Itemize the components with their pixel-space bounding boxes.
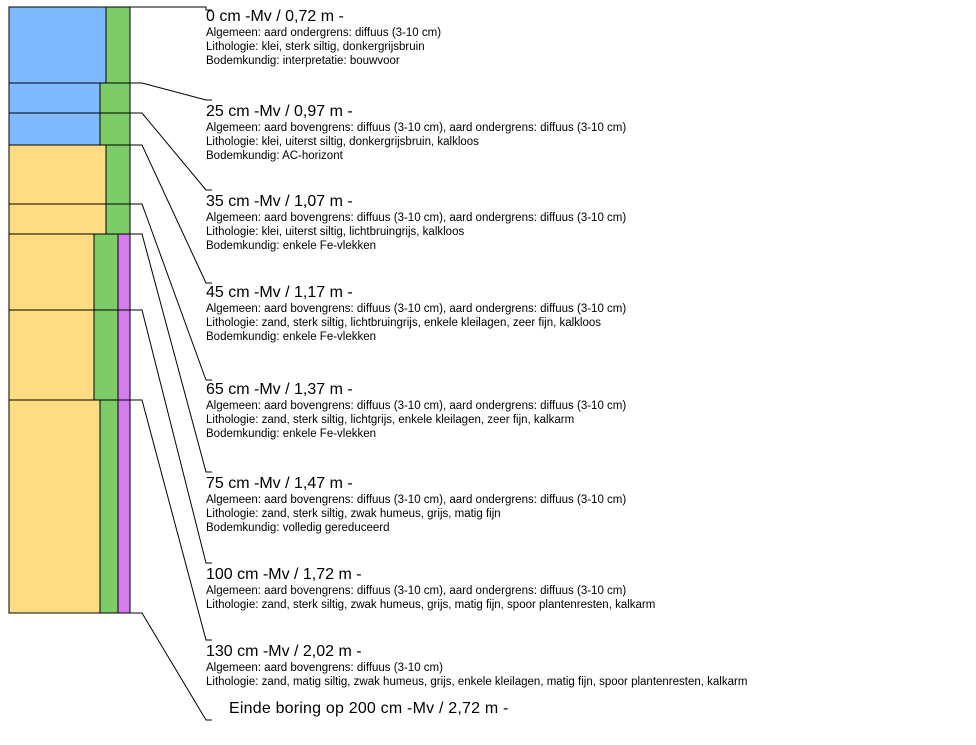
layer-7-green-band [93,309,119,401]
layer-5-lithology-fill [8,203,107,235]
layer-depth-title: 75 cm -Mv / 1,47 m - [206,475,353,492]
layer-1-green-band [105,6,131,84]
layer-description-7: 100 cm -Mv / 1,72 m - Algemeen: aard bov… [206,566,976,612]
layer-description-8: 130 cm -Mv / 2,02 m - Algemeen: aard bov… [206,643,976,689]
leader-line-3 [130,112,212,191]
layer-bodemkundig: Bodemkundig: interpretatie: bouwvoor [206,55,400,67]
layer-bodemkundig: Bodemkundig: volledig gereduceerd [206,522,390,534]
leader-line-2 [130,82,212,101]
layer-8-pink-band [117,399,131,614]
layer-description-2: 25 cm -Mv / 0,97 m - Algemeen: aard bove… [206,103,976,163]
layer-8-lithology-fill [8,399,101,614]
leader-line-8 [130,399,212,641]
layer-bodemkundig: Bodemkundig: enkele Fe-vlekken [206,428,377,440]
layer-7-lithology-fill [8,309,95,401]
layer-lithologie: Lithologie: zand, sterk siltig, lichtgri… [206,414,575,426]
layer-lithologie: Lithologie: klei, sterk siltig, donkergr… [206,41,425,53]
leader-line-5 [130,203,212,381]
layer-algemeen: Algemeen: aard bovengrens: diffuus (3-10… [206,212,627,224]
layer-depth-title: 25 cm -Mv / 0,97 m - [206,103,353,120]
layer-depth-title: 35 cm -Mv / 1,07 m - [206,193,353,210]
layer-algemeen: Algemeen: aard bovengrens: diffuus (3-10… [206,494,627,506]
layer-lithologie: Lithologie: zand, matig siltig, zwak hum… [206,676,748,688]
layer-depth-title: 100 cm -Mv / 1,72 m - [206,566,362,583]
layer-description-3: 35 cm -Mv / 1,07 m - Algemeen: aard bove… [206,193,976,253]
layer-description-6: 75 cm -Mv / 1,47 m - Algemeen: aard bove… [206,475,976,535]
layer-algemeen: Algemeen: aard bovengrens: diffuus (3-10… [206,585,627,597]
leader-line-4 [130,144,212,284]
layer-2-lithology-fill [8,82,101,114]
layer-bodemkundig: Bodemkundig: enkele Fe-vlekken [206,331,377,343]
layer-bodemkundig: Bodemkundig: enkele Fe-vlekken [206,240,377,252]
layer-4-green-band [105,144,131,205]
layer-3-green-band [99,112,131,146]
layer-6-green-band [93,233,119,311]
layer-6-lithology-fill [8,233,95,311]
layer-algemeen: Algemeen: aard bovengrens: diffuus (3-10… [206,400,627,412]
layer-description-4: 45 cm -Mv / 1,17 m - Algemeen: aard bove… [206,284,976,344]
end-of-boring-label: Einde boring op 200 cm -Mv / 2,72 m - [229,700,509,717]
layer-8-green-band [99,399,119,614]
leader-line-1 [130,6,212,11]
layer-algemeen: Algemeen: aard bovengrens: diffuus (3-10… [206,122,627,134]
leader-line-6 [130,233,212,473]
leader-line-7 [130,309,212,564]
layer-depth-title: 0 cm -Mv / 0,72 m - [206,8,344,25]
layer-description-5: 65 cm -Mv / 1,37 m - Algemeen: aard bove… [206,381,976,441]
layer-4-lithology-fill [8,144,107,205]
layer-2-green-band [99,82,131,114]
layer-algemeen: Algemeen: aard bovengrens: diffuus (3-10… [206,303,627,315]
layer-depth-title: 65 cm -Mv / 1,37 m - [206,381,353,398]
layer-3-lithology-fill [8,112,101,146]
layer-lithologie: Lithologie: zand, sterk siltig, zwak hum… [206,508,501,520]
leader-line-end [130,612,212,721]
layer-bodemkundig: Bodemkundig: AC-horizont [206,150,343,162]
layer-algemeen: Algemeen: aard ondergrens: diffuus (3-10… [206,27,442,39]
layer-6-pink-band [117,233,131,311]
layer-5-green-band [105,203,131,235]
layer-lithologie: Lithologie: klei, uiterst siltig, lichtb… [206,226,465,238]
layer-7-pink-band [117,309,131,401]
layer-lithologie: Lithologie: zand, sterk siltig, lichtbru… [206,317,602,329]
layer-depth-title: 130 cm -Mv / 2,02 m - [206,643,362,660]
layer-depth-title: 45 cm -Mv / 1,17 m - [206,284,353,301]
layer-lithologie: Lithologie: klei, uiterst siltig, donker… [206,136,479,148]
layer-1-lithology-fill [8,6,107,84]
layer-lithologie: Lithologie: zand, sterk siltig, zwak hum… [206,599,656,611]
layer-description-1: 0 cm -Mv / 0,72 m - Algemeen: aard onder… [206,8,976,68]
layer-algemeen: Algemeen: aard bovengrens: diffuus (3-10… [206,662,443,674]
